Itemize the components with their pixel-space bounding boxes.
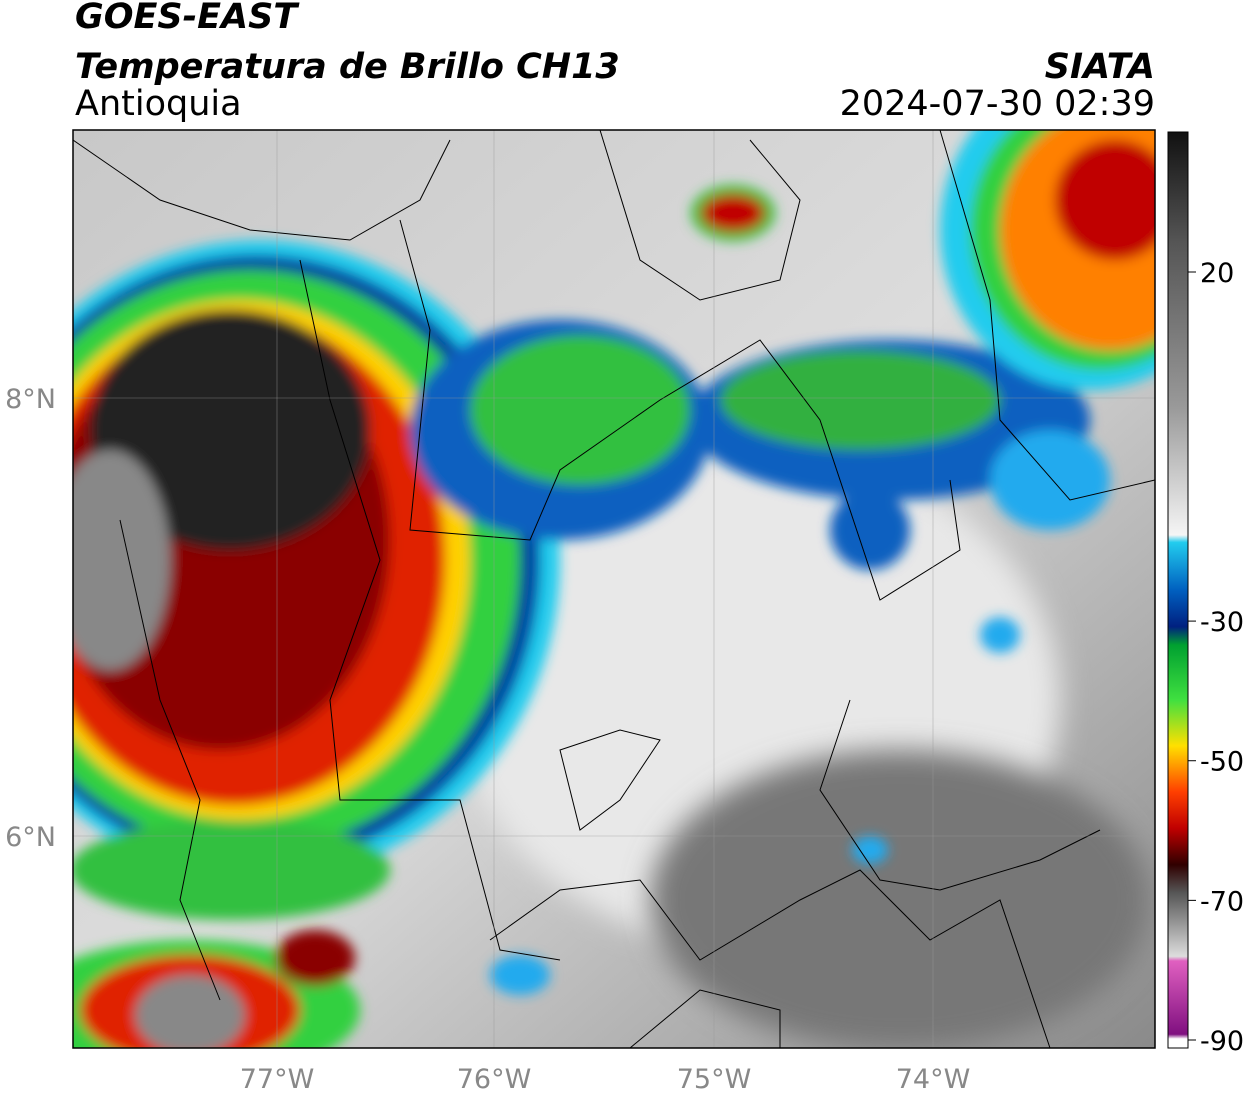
map-frame bbox=[72, 129, 1156, 1049]
region: Antioquia bbox=[75, 84, 242, 124]
lon-label: 77°W bbox=[240, 1064, 315, 1095]
colorbar: 20 -30 -50 -70 -90 bbox=[1167, 131, 1244, 1057]
colorbar-tick-label: -90 bbox=[1200, 1026, 1244, 1057]
colorbar-tick-label: 20 bbox=[1200, 258, 1234, 289]
lon-label: 75°W bbox=[677, 1064, 752, 1095]
lon-label: 74°W bbox=[896, 1064, 971, 1095]
subtitle: Temperatura de Brillo CH13 bbox=[75, 47, 620, 87]
colorbar-tick-label: -70 bbox=[1200, 886, 1244, 917]
satellite-image bbox=[73, 130, 1155, 1048]
colorbar-tick-label: -50 bbox=[1200, 747, 1244, 778]
colorbar-scale bbox=[1167, 131, 1189, 1049]
lat-label: 8°N bbox=[5, 384, 56, 415]
lon-label: 76°W bbox=[457, 1064, 532, 1095]
header: GOES-EAST Temperatura de Brillo CH13 Ant… bbox=[75, 0, 1155, 124]
timestamp: 2024-07-30 02:39 bbox=[840, 84, 1155, 124]
colorbar-tick-label: -30 bbox=[1200, 607, 1244, 638]
graticule: 8°N 6°N 77°W 76°W 75°W 74°W bbox=[5, 130, 1155, 1095]
source: SIATA bbox=[1045, 47, 1155, 87]
title: GOES-EAST bbox=[75, 0, 300, 37]
lat-label: 6°N bbox=[5, 822, 56, 853]
